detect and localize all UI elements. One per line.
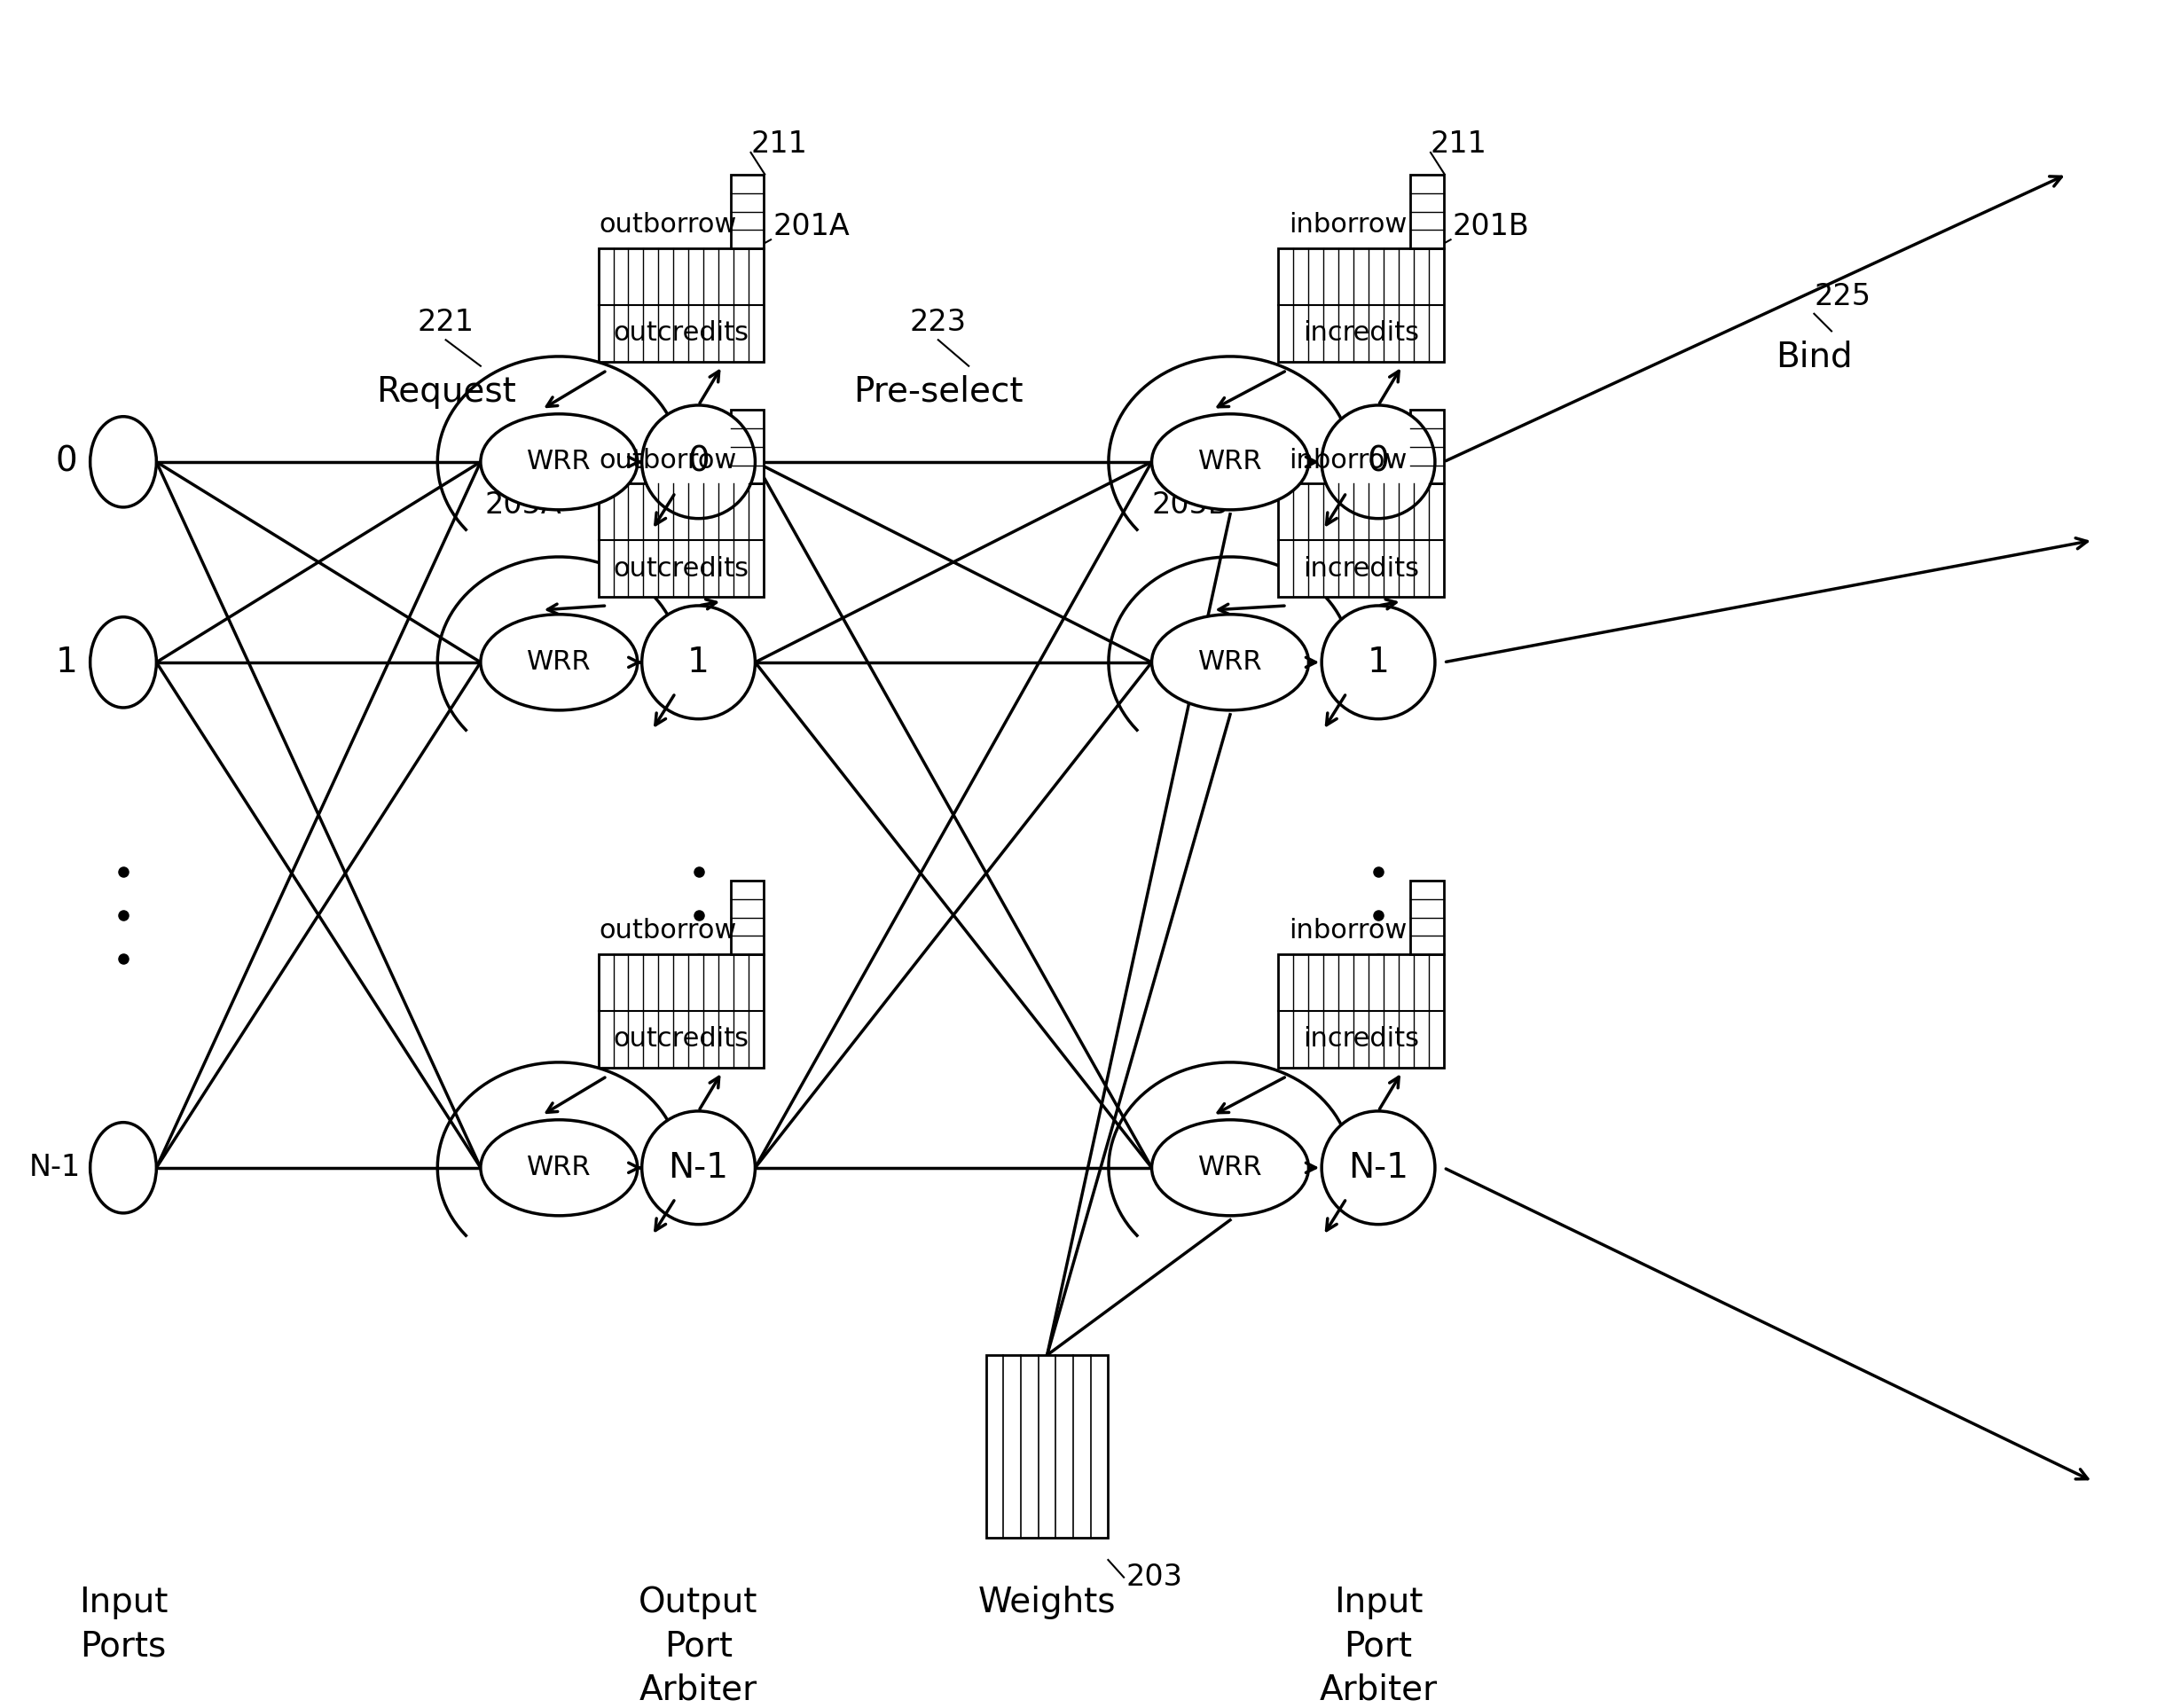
Circle shape: [1322, 1112, 1434, 1225]
Ellipse shape: [1152, 413, 1309, 509]
Text: Port: Port: [664, 1629, 733, 1664]
Ellipse shape: [91, 417, 157, 507]
Circle shape: [643, 606, 755, 719]
Text: inborrow: inborrow: [1288, 212, 1406, 237]
Ellipse shape: [91, 617, 157, 707]
Bar: [731, 174, 764, 248]
Bar: [986, 1354, 1109, 1539]
Bar: [1411, 410, 1443, 483]
Text: outborrow: outborrow: [600, 447, 738, 473]
Circle shape: [1322, 405, 1434, 519]
Circle shape: [643, 1112, 755, 1225]
Text: outborrow: outborrow: [600, 919, 738, 945]
Text: 203: 203: [1126, 1563, 1182, 1592]
Text: WRR: WRR: [526, 649, 591, 675]
Text: 205B: 205B: [1152, 490, 1229, 519]
Text: N-1: N-1: [30, 1153, 82, 1182]
Text: 1: 1: [56, 646, 78, 680]
Text: 221: 221: [416, 307, 475, 336]
Text: 0: 0: [1368, 446, 1389, 478]
Bar: [1279, 248, 1443, 362]
Bar: [597, 955, 764, 1068]
Text: outborrow: outborrow: [600, 212, 738, 237]
Circle shape: [1322, 606, 1434, 719]
Text: 211: 211: [751, 130, 807, 159]
Text: inborrow: inborrow: [1288, 447, 1406, 473]
Text: 201A: 201A: [772, 212, 850, 241]
Text: 211: 211: [1430, 130, 1488, 159]
Text: 225: 225: [1814, 282, 1870, 311]
Text: Pre-select: Pre-select: [854, 374, 1022, 408]
Bar: [731, 410, 764, 483]
Text: N-1: N-1: [1348, 1151, 1409, 1185]
Text: 223: 223: [910, 307, 966, 336]
Text: WRR: WRR: [526, 1155, 591, 1180]
Bar: [1279, 955, 1443, 1068]
Text: 1: 1: [688, 646, 710, 680]
Text: outcredits: outcredits: [613, 1027, 748, 1052]
Text: 201B: 201B: [1452, 212, 1529, 241]
Text: Port: Port: [1344, 1629, 1413, 1664]
Text: outcredits: outcredits: [613, 321, 748, 347]
Text: 0: 0: [688, 446, 710, 478]
Text: Input: Input: [80, 1587, 168, 1619]
Text: 0: 0: [56, 446, 78, 478]
Text: WRR: WRR: [1197, 649, 1262, 675]
Text: WRR: WRR: [1197, 449, 1262, 475]
Bar: [731, 881, 764, 955]
Text: Input: Input: [1333, 1587, 1424, 1619]
Bar: [1279, 483, 1443, 596]
Text: WRR: WRR: [526, 449, 591, 475]
Bar: [597, 483, 764, 596]
Ellipse shape: [1152, 615, 1309, 711]
Text: Bind: Bind: [1775, 340, 1853, 374]
Text: outcredits: outcredits: [613, 555, 748, 581]
Text: Output: Output: [638, 1587, 757, 1619]
Bar: [1411, 174, 1443, 248]
Ellipse shape: [481, 1120, 638, 1216]
Ellipse shape: [481, 413, 638, 509]
Circle shape: [643, 405, 755, 519]
Text: Arbiter: Arbiter: [638, 1674, 757, 1706]
Text: 205A: 205A: [485, 490, 563, 519]
Text: Request: Request: [375, 374, 516, 408]
Text: Weights: Weights: [977, 1587, 1115, 1619]
Text: Arbiter: Arbiter: [1320, 1674, 1437, 1706]
Text: inborrow: inborrow: [1288, 919, 1406, 945]
Ellipse shape: [481, 615, 638, 711]
Ellipse shape: [91, 1122, 157, 1213]
Text: N-1: N-1: [669, 1151, 729, 1185]
Bar: [1411, 881, 1443, 955]
Text: WRR: WRR: [1197, 1155, 1262, 1180]
Text: incredits: incredits: [1303, 1027, 1419, 1052]
Ellipse shape: [1152, 1120, 1309, 1216]
Text: incredits: incredits: [1303, 555, 1419, 581]
Text: 1: 1: [1368, 646, 1389, 680]
Bar: [597, 248, 764, 362]
Text: Ports: Ports: [80, 1629, 166, 1664]
Text: incredits: incredits: [1303, 321, 1419, 347]
